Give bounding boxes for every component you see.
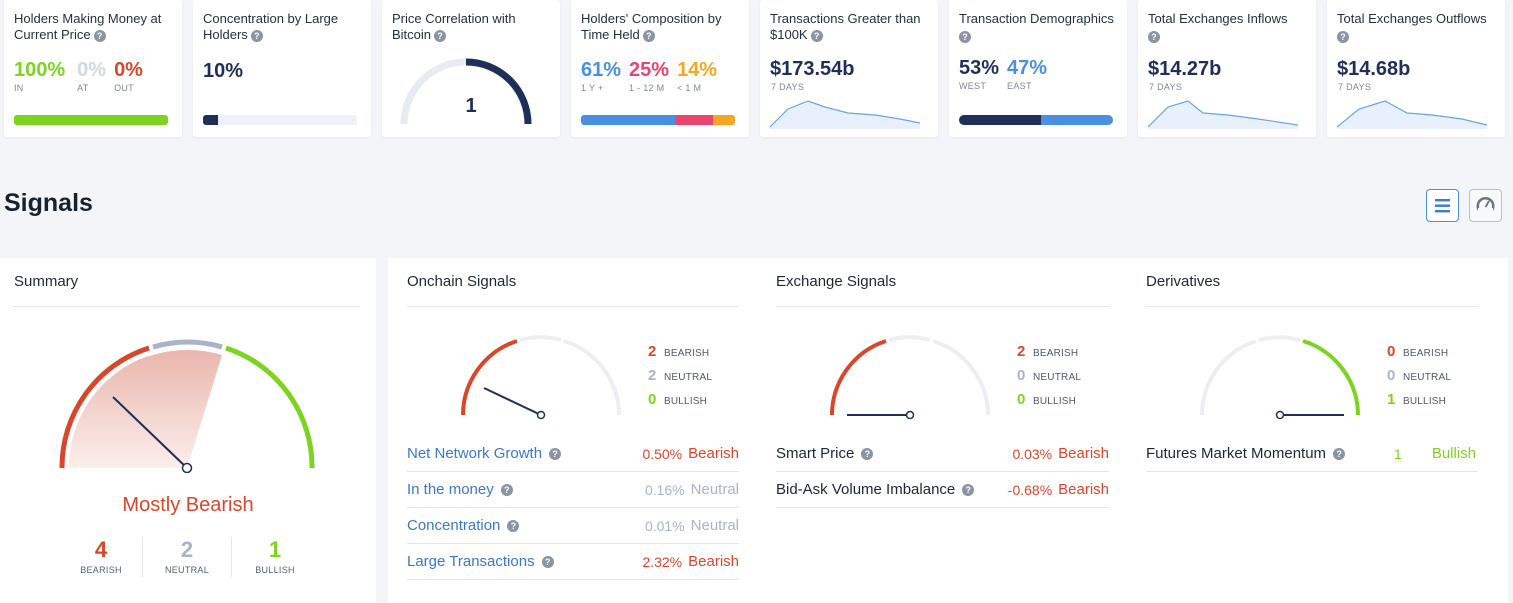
out-value: 0% [114,59,143,81]
summary-bullish-label: BULLISH [255,565,295,575]
question-icon[interactable]: ? [1333,448,1346,461]
concentration-bar [203,115,357,125]
inflows-period: 7 DAYS [1149,82,1183,92]
summary-bearish-count: 4 [94,537,108,562]
long-term-label: 1 Y + [581,83,604,93]
summary-neutral-label: NEUTRAL [164,565,210,575]
at-label: AT [77,83,89,93]
in-value: 100% [14,59,66,81]
outflows-sparkline [1337,100,1488,129]
question-icon[interactable]: ? [549,448,562,461]
large-tx-value: $173.54b [770,58,855,80]
out-label: OUT [114,83,134,93]
west-label: WEST [959,81,987,91]
question-icon[interactable]: ? [1337,30,1349,43]
card-title: Transactions Greater than $100K [770,11,921,42]
derivatives-gauge [1200,335,1360,420]
large-tx-sparkline [770,100,921,129]
question-icon[interactable]: ? [500,484,513,497]
card-holders-composition: Holders' Composition by Time Held? 61% 1 … [571,0,749,137]
demographics-bar [959,115,1113,125]
card-title: Concentration by Large Holders [203,11,339,42]
signals-detail-panel [388,258,1508,603]
card-title: Total Exchanges Inflows [1148,11,1288,26]
concentration-value: 10% [203,60,244,82]
question-icon[interactable]: ? [507,520,520,533]
card-exchange-inflows: Total Exchanges Inflows? $14.27b 7 DAYS [1138,0,1316,137]
question-icon[interactable]: ? [434,29,447,42]
derivatives-legend: 0 BEARISH 0 NEUTRAL 1 BULLISH [1387,343,1452,408]
card-title: Total Exchanges Outflows [1337,11,1487,26]
correlation-value: 1 [465,95,477,117]
question-icon[interactable]: ? [962,484,975,497]
question-icon[interactable]: ? [861,448,874,461]
signals-heading: Signals [4,189,93,217]
inflows-value: $14.27b [1148,58,1222,80]
summary-verdict: Mostly Bearish [122,494,254,516]
gauge-view-button[interactable] [1469,189,1502,222]
summary-bearish-label: BEARISH [80,565,122,575]
signal-row-large-transactions[interactable]: Large Transactions? 2.32% Bearish [407,544,739,580]
derivatives-title: Derivatives [1146,273,1221,290]
signal-row-bid-ask-imbalance[interactable]: Bid-Ask Volume Imbalance? -0.68% Bearish [776,472,1109,508]
question-icon[interactable]: ? [93,29,106,42]
summary-gauge [59,339,315,473]
east-label: EAST [1007,81,1032,91]
question-icon[interactable]: ? [959,30,971,43]
mid-term-value: 25% [629,59,670,81]
exchange-gauge [830,335,990,420]
short-term-label: < 1 M [677,83,702,93]
signal-row-concentration[interactable]: Concentration? 0.01% Neutral [407,508,739,544]
onchain-gauge [461,335,621,420]
inflows-sparkline [1148,100,1299,129]
composition-bar [581,115,735,125]
exchange-title: Exchange Signals [776,273,897,290]
west-value: 53% [959,57,1000,79]
question-icon[interactable]: ? [250,29,263,42]
onchain-legend: 2 BEARISH 2 NEUTRAL 0 BULLISH [648,343,713,408]
summary-title: Summary [14,273,79,290]
gauge-icon [1476,197,1495,216]
card-price-correlation: Price Correlation with Bitcoin? 1 [382,0,560,137]
outflows-period: 7 DAYS [1338,82,1372,92]
card-exchange-outflows: Total Exchanges Outflows? $14.68b 7 DAYS [1327,0,1505,137]
exchange-legend: 2 BEARISH 0 NEUTRAL 0 BULLISH [1017,343,1082,408]
summary-neutral-count: 2 [180,537,194,562]
in-at-out-bar [14,115,168,125]
question-icon[interactable]: ? [541,556,554,569]
list-view-button[interactable] [1426,189,1459,222]
card-concentration: Concentration by Large Holders? 10% [193,0,371,137]
signal-row-in-the-money[interactable]: In the money? 0.16% Neutral [407,472,739,508]
short-term-value: 14% [677,59,718,81]
signal-row-smart-price[interactable]: Smart Price? 0.03% Bearish [776,436,1109,472]
card-title: Transaction Demographics [959,11,1114,26]
question-icon[interactable]: ? [642,29,655,42]
card-holders-making-money: Holders Making Money at Current Price? 1… [4,0,182,137]
signal-row-futures-momentum[interactable]: Futures Market Momentum? 1 Bullish [1146,436,1478,472]
card-title: Price Correlation with Bitcoin [392,11,516,42]
card-title: Holders' Composition by Time Held [581,11,722,42]
card-transaction-demographics: Transaction Demographics? 53% WEST 47% EAS… [949,0,1127,137]
in-label: IN [14,83,24,93]
card-title: Holders Making Money at Current Price [14,11,162,42]
signal-row-net-network-growth[interactable]: Net Network Growth? 0.50% Bearish [407,436,739,472]
long-term-value: 61% [581,59,622,81]
large-tx-period: 7 DAYS [771,82,805,92]
outflows-value: $14.68b [1337,58,1411,80]
question-icon[interactable]: ? [1148,30,1160,43]
at-value: 0% [77,59,107,81]
east-value: 47% [1007,57,1048,79]
mid-term-label: 1 - 12 M [629,83,665,93]
correlation-gauge [400,58,532,125]
card-large-transactions: Transactions Greater than $100K? $173.54… [760,0,938,137]
list-icon [1435,199,1450,213]
summary-bullish-count: 1 [268,537,282,562]
question-icon[interactable]: ? [810,29,823,42]
onchain-title: Onchain Signals [407,273,517,290]
